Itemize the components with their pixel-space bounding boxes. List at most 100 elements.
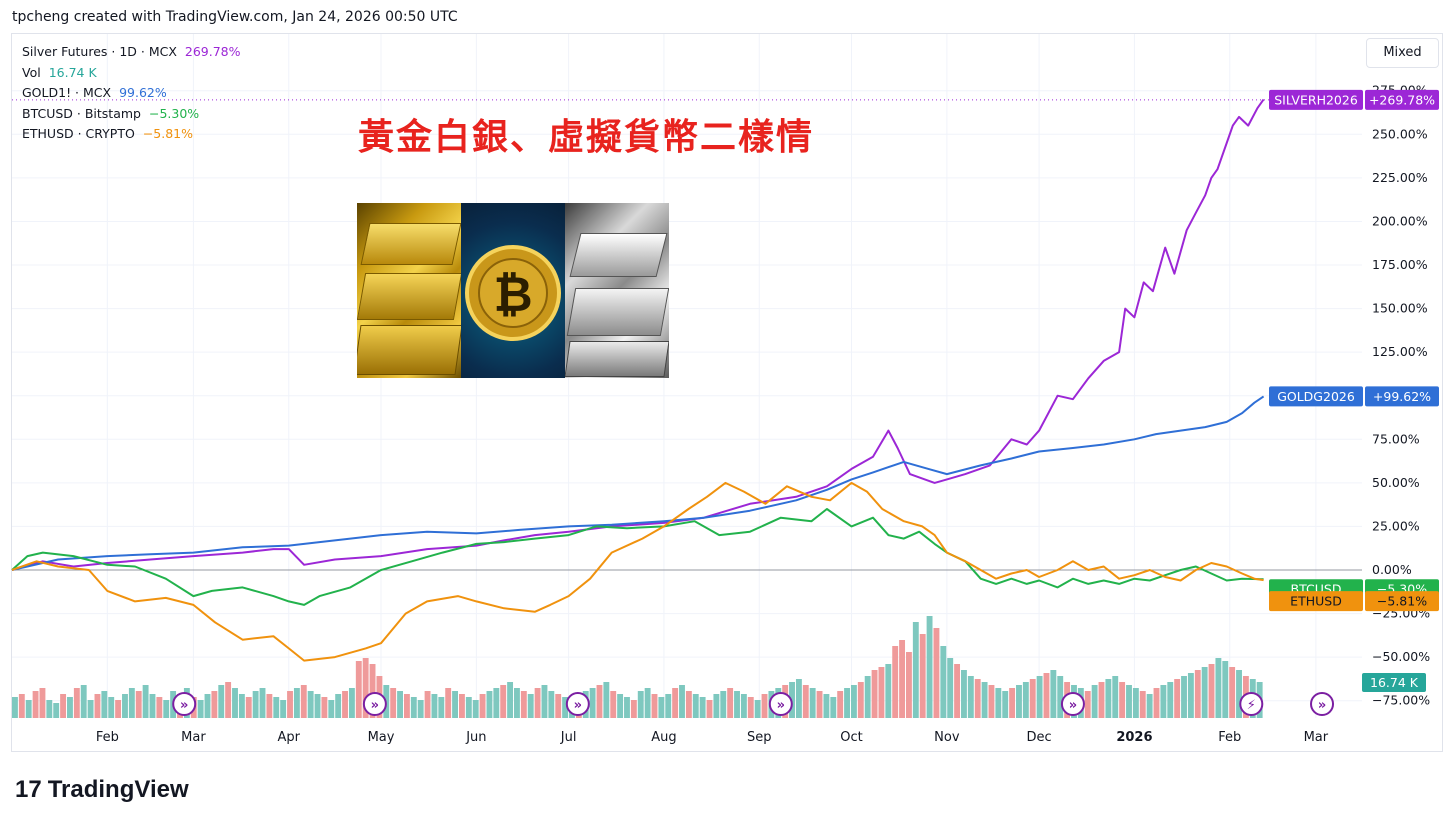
volume-bar	[1174, 679, 1181, 718]
x-tick-label: Apr	[278, 730, 301, 745]
volume-bar	[1194, 670, 1201, 718]
silver-bars-image	[565, 203, 669, 378]
legend-value: 16.74 K	[48, 64, 97, 80]
volume-bar	[1222, 661, 1229, 718]
volume-bar	[218, 685, 225, 718]
volume-bar	[1160, 685, 1167, 718]
series-tag-label: ETHUSD	[1290, 594, 1342, 609]
volume-bar	[500, 685, 507, 718]
volume-bar	[1098, 682, 1105, 718]
y-tick-label: 175.00%	[1372, 257, 1428, 272]
volume-tag	[1362, 673, 1426, 692]
volume-bar	[142, 685, 149, 718]
legend-row-btc[interactable]: BTCUSD · Bitstamp −5.30%	[22, 104, 245, 125]
legend-value: 269.78%	[184, 44, 241, 59]
volume-bar	[458, 694, 465, 718]
legend-row-volume[interactable]: Vol 16.74 K	[22, 63, 245, 84]
event-marker-glyph: »	[180, 698, 188, 713]
y-tick-label: −50.00%	[1372, 649, 1430, 664]
legend-row-eth[interactable]: ETHUSD · CRYPTO −5.81%	[22, 124, 245, 145]
volume-bar	[692, 694, 699, 718]
volume-bar	[1105, 679, 1112, 718]
volume-bar	[348, 688, 355, 718]
volume-bar	[94, 694, 101, 718]
y-tick-label: 50.00%	[1372, 475, 1420, 490]
event-marker-icon[interactable]	[172, 692, 197, 716]
volume-bar	[630, 700, 637, 718]
volume-bar	[307, 691, 314, 718]
volume-bar	[1208, 664, 1215, 718]
volume-bar	[149, 694, 156, 718]
volume-bar	[507, 682, 514, 718]
volume-bar	[335, 694, 342, 718]
y-tick-label: 125.00%	[1372, 344, 1428, 359]
event-marker-icon[interactable]	[1310, 692, 1335, 716]
volume-bar	[465, 697, 472, 718]
event-marker-icon[interactable]	[1239, 692, 1264, 716]
volume-bar	[445, 688, 452, 718]
volume-bar	[596, 685, 603, 718]
volume-bar	[245, 697, 252, 718]
volume-bar	[912, 622, 919, 718]
volume-bar	[665, 694, 672, 718]
event-marker-icon[interactable]	[565, 692, 590, 716]
volume-bar	[988, 685, 995, 718]
y-tick-label: 0.00%	[1372, 562, 1412, 577]
legend-symbol: BTCUSD · Bitstamp	[22, 105, 141, 121]
legend-symbol: Silver Futures · 1D · MCX	[22, 44, 177, 59]
volume-bar	[919, 634, 926, 718]
volume-bar	[548, 691, 555, 718]
legend-symbol: ETHUSD · CRYPTO	[22, 126, 135, 141]
volume-bar	[46, 700, 53, 718]
volume-bar	[926, 616, 933, 718]
volume-bar	[362, 658, 369, 718]
volume-bar	[1022, 682, 1029, 718]
series-tag-label: GOLDG2026	[1277, 389, 1355, 404]
volume-bar	[617, 694, 624, 718]
volume-bar	[679, 685, 685, 718]
volume-bar	[589, 688, 596, 718]
volume-bar	[25, 700, 32, 718]
volume-bar	[802, 685, 809, 718]
volume-bar	[1050, 670, 1057, 718]
scale-mode-button[interactable]: Mixed	[1366, 38, 1439, 68]
volume-bar	[541, 685, 548, 718]
event-marker-icon[interactable]	[1060, 692, 1085, 716]
legend-row-gold[interactable]: GOLD1! · MCX 99.62%	[22, 83, 245, 104]
gold-bars-image	[357, 203, 461, 378]
volume-bar	[892, 646, 899, 718]
volume-bar	[527, 694, 534, 718]
tradingview-logo[interactable]: 17 TradingView	[15, 776, 189, 804]
volume-bar	[122, 694, 128, 718]
volume-bar	[514, 688, 520, 718]
volume-bar	[163, 700, 170, 718]
volume-bar	[293, 688, 300, 718]
volume-bar	[699, 697, 706, 718]
volume-bar	[1181, 676, 1187, 718]
volume-bar	[314, 694, 321, 718]
volume-bar	[816, 691, 823, 718]
volume-bar	[410, 697, 417, 718]
volume-bar	[225, 682, 232, 718]
volume-bar	[397, 691, 403, 718]
volume-bar	[864, 676, 871, 718]
event-marker-icon[interactable]	[362, 692, 387, 716]
x-tick-label: Sep	[747, 730, 772, 745]
legend-row-silver[interactable]: Silver Futures · 1D · MCX 269.78%	[22, 42, 245, 63]
volume-bar	[795, 679, 802, 718]
x-tick-label: 2026	[1116, 730, 1152, 745]
volume-bar	[740, 694, 747, 718]
volume-bar	[857, 682, 864, 718]
volume-bar	[273, 697, 280, 718]
volume-bar	[266, 694, 273, 718]
y-tick-label: 25.00%	[1372, 518, 1420, 533]
event-marker-icon[interactable]	[768, 692, 793, 716]
volume-bar	[60, 694, 67, 718]
volume-bar	[754, 700, 761, 718]
x-tick-label: Mar	[1304, 730, 1329, 745]
volume-bar	[954, 664, 961, 718]
volume-bar	[12, 697, 18, 718]
volume-bar	[67, 697, 73, 718]
bitcoin-coin-image: ₿	[461, 203, 565, 378]
